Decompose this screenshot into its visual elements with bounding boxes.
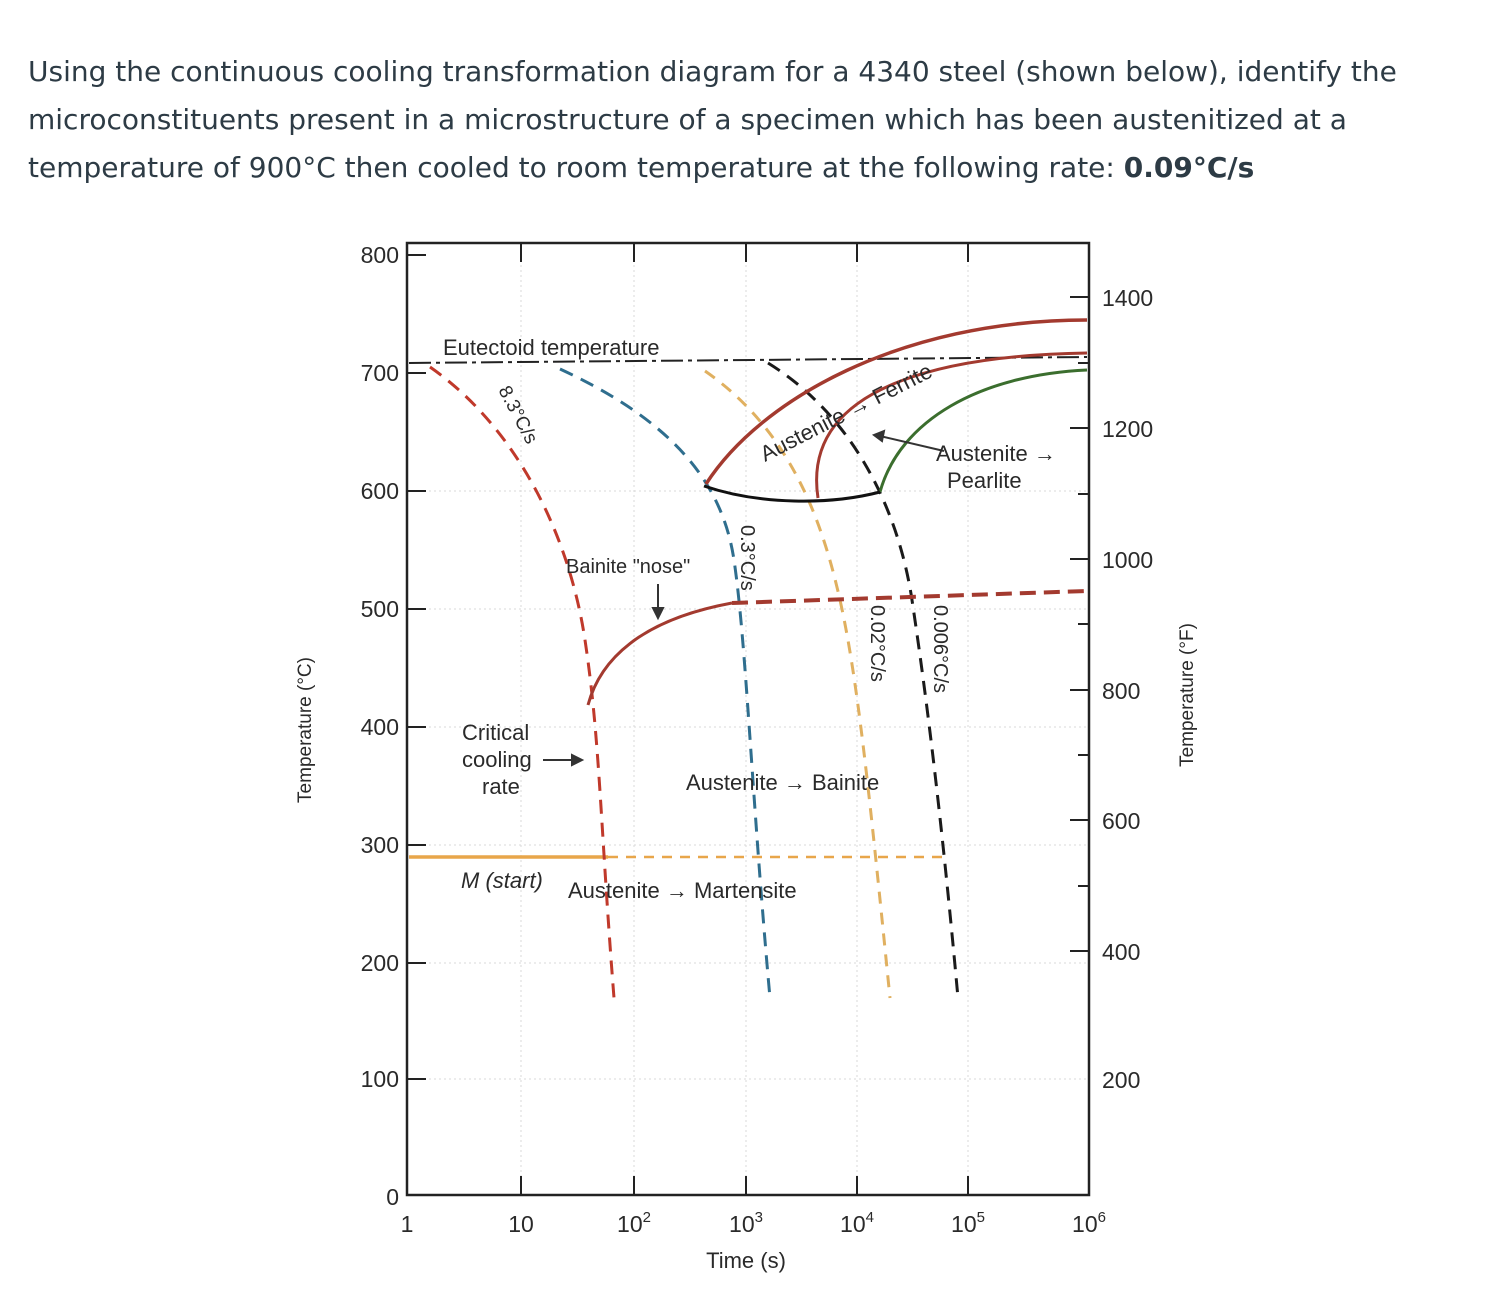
y-right-tick-600: 600 <box>1102 808 1140 834</box>
grid <box>409 255 1087 1193</box>
x-tick-10: 10 <box>508 1211 534 1237</box>
question-line-3: temperature of 900°C then cooled to room… <box>28 144 1458 192</box>
rate-label-0-006: 0.006°C/s <box>929 605 951 693</box>
question-line-1: Using the continuous cooling transformat… <box>28 55 1397 88</box>
critical-cooling-rate-label-2: cooling <box>462 747 532 772</box>
y-left-tick-600: 600 <box>361 478 399 504</box>
y-left-tick-800: 800 <box>361 242 399 268</box>
y-left-tick-700: 700 <box>361 360 399 386</box>
x-tick-marks <box>520 243 969 1195</box>
austenite-pearlite-label-2: Pearlite <box>947 468 1022 493</box>
x-tick-10-6: 106 <box>1072 1209 1106 1237</box>
austenite-pearlite-label-1: Austenite → <box>936 441 1056 466</box>
x-tick-10-2: 102 <box>617 1209 651 1237</box>
eutectoid-line <box>408 356 1088 364</box>
cooling-curve-0-3 <box>559 367 772 999</box>
annotation-arrows <box>543 429 945 767</box>
plot-frame <box>405 241 1091 1197</box>
rate-label-0-02: 0.02°C/s <box>866 605 888 682</box>
critical-cooling-rate-label-1: Critical <box>462 720 529 745</box>
austenite-bainite-label: Austenite → Bainite <box>686 770 879 795</box>
eutectoid-label: Eutectoid temperature <box>443 335 659 360</box>
m-start-label: M (start) <box>461 868 543 893</box>
austenite-ferrite-label: Austenite → Ferrite <box>756 358 936 466</box>
bainite-nose-label: Bainite "nose" <box>566 556 690 578</box>
y-right-tick-1000: 1000 <box>1102 547 1153 573</box>
cooling-rate-value: 0.09°C/s <box>1123 151 1255 184</box>
cooling-curve-8-3 <box>429 365 616 999</box>
bainite-start-curve <box>586 601 733 706</box>
austenite-martensite-label: Austenite → Martensite <box>568 878 797 903</box>
y-left-axis-title: Temperature (°C) <box>295 657 316 803</box>
cooling-curve-0-006 <box>767 361 960 999</box>
y-left-tick-300: 300 <box>361 832 399 858</box>
x-tick-10-3: 103 <box>729 1209 763 1237</box>
question-line-3-prefix: temperature of 900°C then cooled to room… <box>28 151 1124 184</box>
y-left-tick-500: 500 <box>361 596 399 622</box>
question-line-2: microconstituents present in a microstru… <box>28 103 1347 136</box>
right-tick-marks <box>1070 296 1089 952</box>
rate-label-0-3: 0.3°C/s <box>736 525 758 591</box>
x-tick-10-5: 105 <box>951 1209 985 1237</box>
y-right-tick-800: 800 <box>1102 678 1140 704</box>
y-right-axis-title: Temperature (°F) <box>1177 623 1198 767</box>
x-tick-10-4: 104 <box>840 1209 874 1237</box>
y-right-tick-1400: 1400 <box>1102 285 1153 311</box>
transformation-bay-bottom <box>703 484 881 503</box>
x-tick-1: 1 <box>401 1211 414 1237</box>
pearlite-start-curve <box>815 351 1088 499</box>
pearlite-finish-curve <box>878 368 1088 493</box>
question-text: Using the continuous cooling transformat… <box>28 48 1458 192</box>
y-left-tick-200: 200 <box>361 950 399 976</box>
y-right-tick-1200: 1200 <box>1102 416 1153 442</box>
y-right-tick-200: 200 <box>1102 1067 1140 1093</box>
x-axis-title: Time (s) <box>706 1248 786 1273</box>
ferrite-start-curve <box>704 318 1088 485</box>
y-left-tick-100: 100 <box>361 1066 399 1092</box>
left-tick-marks <box>407 254 426 1080</box>
y-left-tick-400: 400 <box>361 714 399 740</box>
critical-cooling-rate-label-3: rate <box>482 774 520 799</box>
y-left-tick-0: 0 <box>386 1184 399 1210</box>
cooling-curve-0-02 <box>704 369 892 999</box>
bainite-finish-line <box>731 589 1088 605</box>
y-right-tick-400: 400 <box>1102 939 1140 965</box>
